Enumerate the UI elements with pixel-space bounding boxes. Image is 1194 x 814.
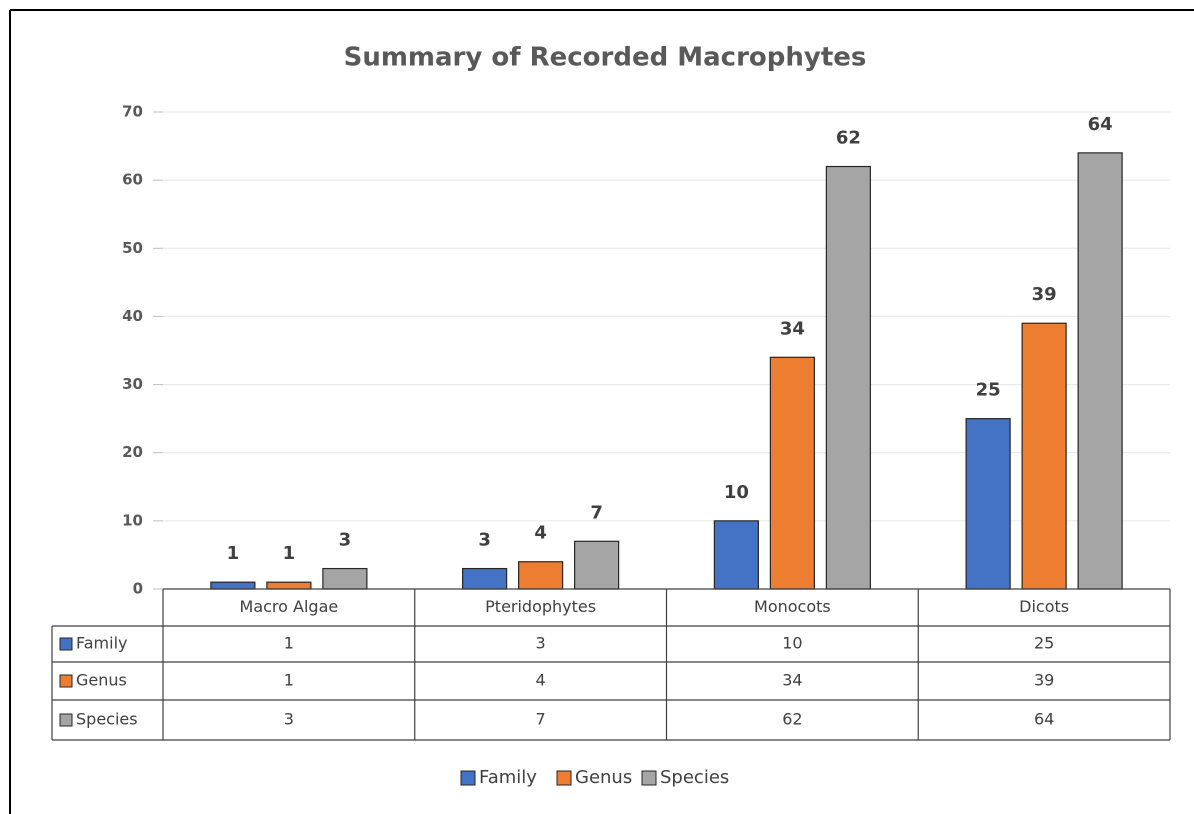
data-label: 10 (724, 482, 749, 503)
data-label: 62 (836, 128, 861, 149)
x-tick-label: Pteridophytes (485, 597, 596, 616)
y-tick-label: 10 (122, 511, 143, 529)
table-cell: 4 (536, 671, 546, 690)
y-tick-label: 40 (122, 307, 143, 325)
table-row-label: Genus (76, 671, 127, 690)
bar (574, 540, 620, 590)
y-tick-label: 0 (133, 580, 143, 598)
y-tick-label: 30 (122, 375, 143, 393)
bar (462, 567, 508, 590)
data-label: 1 (283, 543, 296, 564)
data-label: 25 (976, 380, 1001, 401)
y-tick-label: 20 (122, 443, 143, 461)
table-legend-key (59, 637, 73, 651)
table-cell: 3 (536, 634, 546, 653)
data-label: 4 (534, 523, 547, 544)
bar (518, 561, 564, 590)
legend-label: Genus (575, 767, 632, 788)
data-label: 7 (590, 502, 603, 523)
bar (825, 165, 871, 590)
bar (210, 581, 256, 590)
x-tick-label: Macro Algae (240, 597, 339, 616)
table-cell: 1 (284, 671, 294, 690)
table-cell: 25 (1034, 634, 1054, 653)
bar (965, 418, 1011, 590)
data-label: 64 (1088, 114, 1113, 135)
table-cell: 7 (536, 710, 546, 729)
table-row-label: Species (76, 710, 138, 729)
y-tick-label: 60 (122, 171, 143, 189)
legend-label: Species (660, 767, 729, 788)
legend-key (460, 770, 476, 786)
table-cell: 1 (284, 634, 294, 653)
legend-label: Family (479, 767, 537, 788)
table-row-label: Family (76, 634, 127, 653)
bar (266, 581, 312, 590)
y-tick-label: 70 (122, 103, 143, 121)
data-label: 1 (227, 543, 240, 564)
data-label: 3 (478, 530, 491, 551)
table-cell: 3 (284, 710, 294, 729)
data-label: 39 (1032, 284, 1057, 305)
bar (322, 567, 368, 590)
table-cell: 10 (782, 634, 802, 653)
table-cell: 64 (1034, 710, 1054, 729)
table-cell: 34 (782, 671, 802, 690)
legend-key (641, 770, 657, 786)
legend-key (556, 770, 572, 786)
x-tick-label: Dicots (1019, 597, 1069, 616)
bar (713, 520, 759, 590)
table-legend-key (59, 674, 73, 688)
table-cell: 39 (1034, 671, 1054, 690)
bar (769, 356, 815, 590)
data-label: 3 (339, 530, 352, 551)
x-tick-label: Monocots (754, 597, 831, 616)
chart-title: Summary of Recorded Macrophytes (344, 43, 867, 73)
bar (1077, 152, 1123, 590)
data-label: 34 (780, 318, 805, 339)
table-legend-key (59, 713, 73, 727)
y-tick-label: 50 (122, 239, 143, 257)
bar (1021, 322, 1067, 590)
table-cell: 62 (782, 710, 802, 729)
